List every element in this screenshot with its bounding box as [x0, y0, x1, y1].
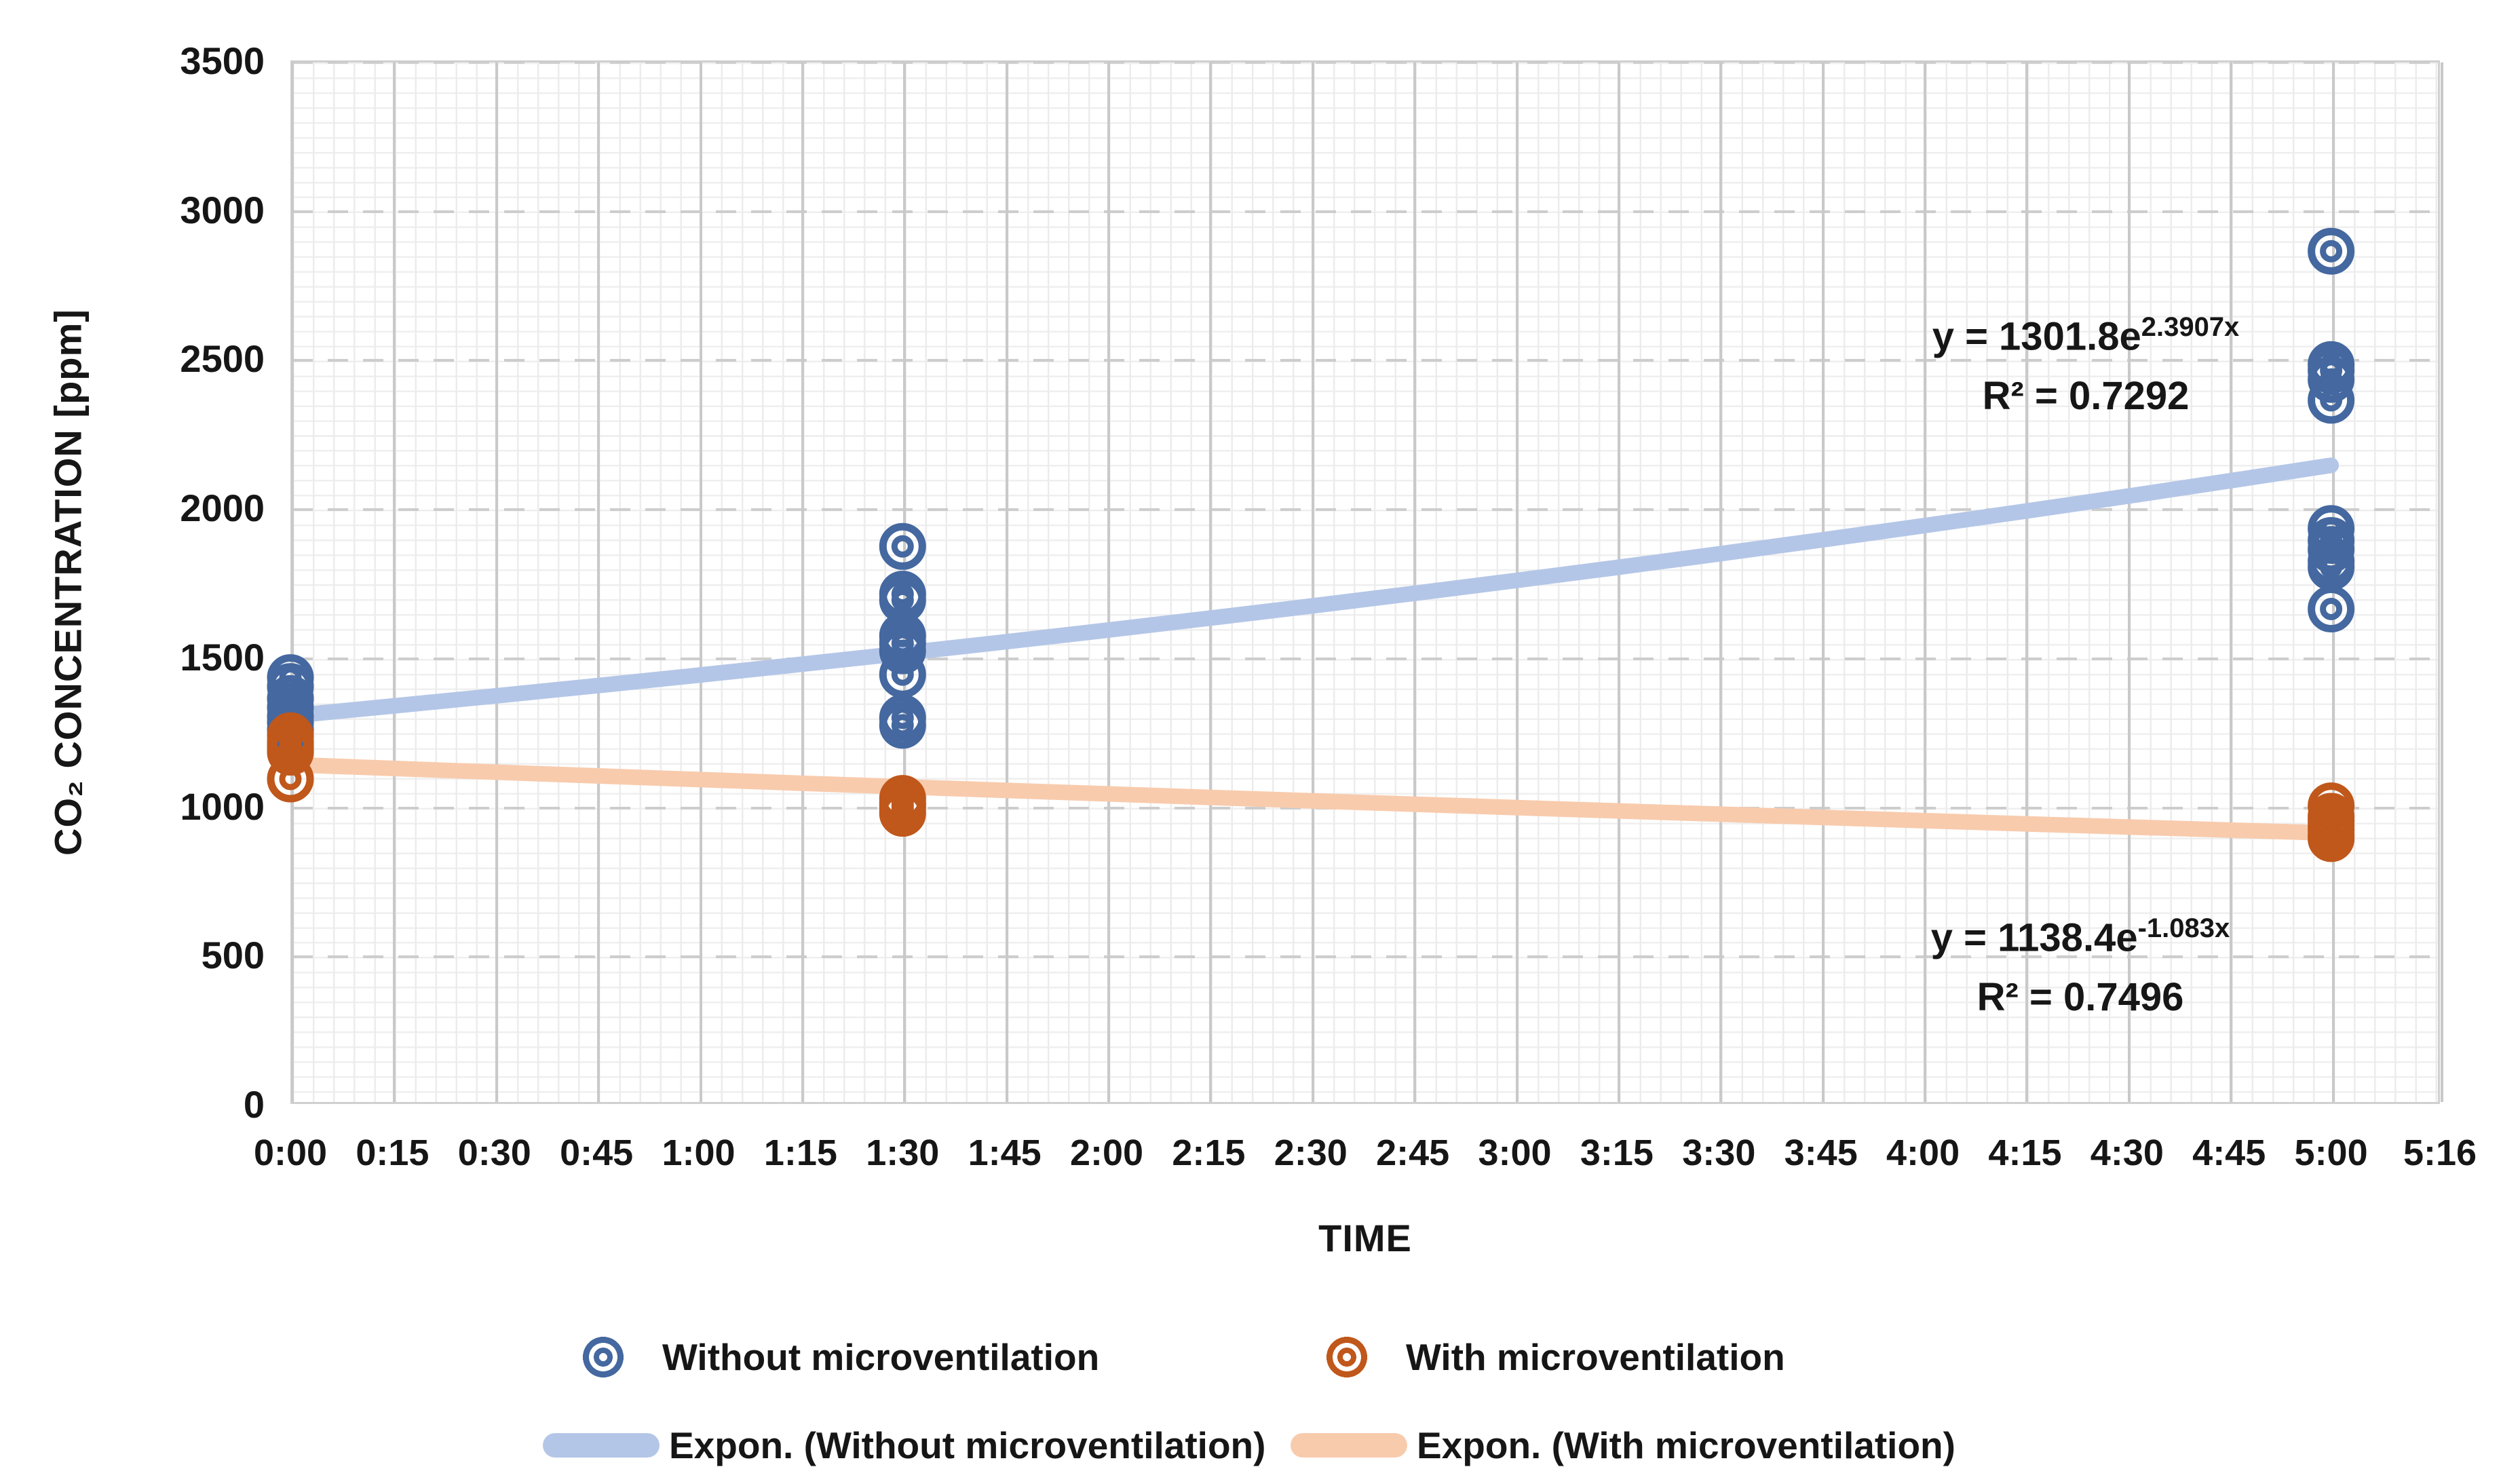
ring-marker-icon: [582, 1336, 624, 1378]
equation-line: y = 1301.8e2.3907x: [1932, 312, 2240, 359]
legend-label: Without microventilation: [662, 1336, 1100, 1378]
major-horizontal-gridline: [292, 210, 2438, 213]
major-horizontal-gridline: [292, 61, 2438, 64]
equation-exponent: -1.083x: [2137, 913, 2230, 943]
major-vertical-gridline: [495, 62, 498, 1102]
equation-exponent: 2.3907x: [2141, 312, 2240, 342]
x-tick-label: 4:30: [2090, 1133, 2164, 1173]
major-vertical-gridline: [1209, 62, 1213, 1102]
ring-marker-icon: [1326, 1336, 1368, 1378]
x-tick-label: 5:00: [2294, 1133, 2368, 1173]
x-tick-label: 1:30: [866, 1133, 940, 1173]
x-tick-label: 0:30: [457, 1133, 531, 1173]
x-tick-label: 3:00: [1478, 1133, 1552, 1173]
y-tick-label: 3000: [180, 188, 265, 231]
x-tick-label: 2:00: [1069, 1133, 1144, 1173]
y-tick-label: 1000: [180, 784, 265, 828]
x-tick-label: 4:45: [2192, 1133, 2266, 1173]
major-vertical-gridline: [903, 62, 906, 1102]
major-vertical-gridline: [1821, 62, 1825, 1102]
y-tick-label: 2000: [180, 487, 265, 530]
x-tick-label: 2:30: [1274, 1133, 1348, 1173]
x-axis-title: TIME: [1318, 1217, 1412, 1259]
trendline-swatch-icon: [543, 1433, 660, 1458]
major-vertical-gridline: [1617, 62, 1620, 1102]
x-tick-label: 2:45: [1376, 1133, 1450, 1173]
x-tick-label: 3:30: [1682, 1133, 1756, 1173]
r-squared-line: R² = 0.7292: [1982, 374, 2190, 419]
x-tick-label: 2:15: [1172, 1133, 1246, 1173]
x-tick-label: 5:16: [2403, 1133, 2477, 1173]
trendline-equation-with: y = 1138.4e-1.083x R² = 0.7496: [1931, 898, 2230, 1027]
major-vertical-gridline: [1311, 62, 1314, 1102]
major-horizontal-gridline: [292, 359, 2438, 362]
major-vertical-gridline: [597, 62, 600, 1102]
major-horizontal-gridline: [292, 806, 2438, 810]
x-tick-label: 0:15: [356, 1133, 429, 1173]
major-vertical-gridline: [699, 62, 702, 1102]
major-vertical-gridline: [801, 62, 804, 1102]
x-tick-label: 1:15: [763, 1133, 837, 1173]
legend-label: Expon. (With microventilation): [1417, 1424, 1955, 1466]
r-squared-line: R² = 0.7496: [1977, 975, 2184, 1020]
y-tick-label: 500: [201, 934, 265, 977]
major-vertical-gridline: [1005, 62, 1008, 1102]
y-tick-label: 3500: [180, 39, 265, 82]
major-vertical-gridline: [393, 62, 396, 1102]
x-tick-label: 1:00: [662, 1133, 736, 1173]
major-horizontal-gridline: [292, 955, 2438, 959]
major-vertical-gridline: [2230, 62, 2233, 1102]
x-tick-label: 4:15: [1988, 1133, 2062, 1173]
trendline-equation-without: y = 1301.8e2.3907x R² = 0.7292: [1932, 297, 2240, 426]
legend-item-expon-without: Expon. (Without microventilation): [543, 1424, 1265, 1467]
major-vertical-gridline: [1107, 62, 1111, 1102]
major-vertical-gridline: [291, 62, 294, 1102]
y-tick-label: 2500: [180, 337, 265, 381]
major-horizontal-gridline: [292, 657, 2438, 660]
legend-item-with-microventilation: With microventilation: [1326, 1335, 1785, 1379]
legend-label: With microventilation: [1406, 1336, 1785, 1378]
legend-item-expon-with: Expon. (With microventilation): [1291, 1424, 1955, 1467]
equation-line: y = 1138.4e-1.083x: [1930, 913, 2230, 960]
x-tick-label: 3:15: [1580, 1133, 1654, 1173]
trendline-swatch-icon: [1291, 1433, 1407, 1458]
major-vertical-gridline: [1515, 62, 1519, 1102]
y-tick-label: 0: [243, 1083, 265, 1126]
x-tick-label: 0:00: [253, 1133, 328, 1173]
major-vertical-gridline: [2441, 62, 2443, 1102]
major-vertical-gridline: [1413, 62, 1417, 1102]
y-tick-label: 1500: [180, 635, 265, 679]
major-horizontal-gridline: [292, 508, 2438, 512]
x-tick-label: 1:45: [968, 1133, 1042, 1173]
y-axis-title: CO₂ CONCENTRATION [ppm]: [46, 309, 90, 856]
legend-item-without-microventilation: Without microventilation: [582, 1335, 1099, 1379]
major-vertical-gridline: [2331, 62, 2335, 1102]
major-vertical-gridline: [1924, 62, 1927, 1102]
x-tick-label: 3:45: [1784, 1133, 1858, 1173]
legend-label: Expon. (Without microventilation): [669, 1424, 1266, 1466]
major-vertical-gridline: [1719, 62, 1723, 1102]
x-tick-label: 4:00: [1886, 1133, 1960, 1173]
x-tick-label: 0:45: [560, 1133, 634, 1173]
